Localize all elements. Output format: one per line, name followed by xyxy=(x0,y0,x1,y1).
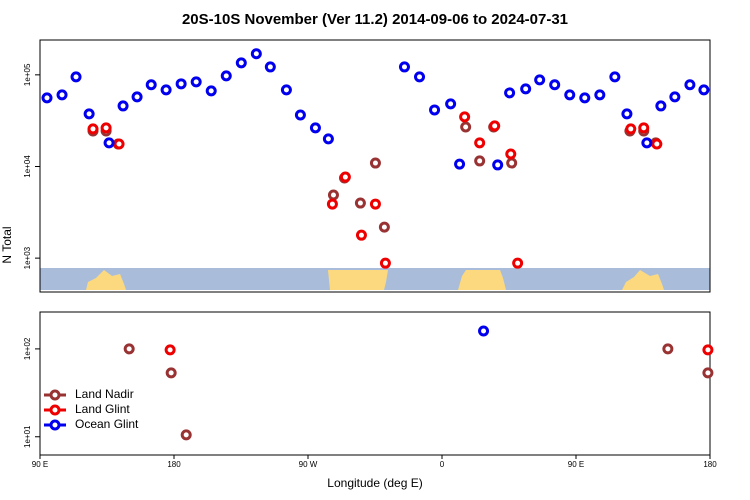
point xyxy=(205,85,217,97)
legend-marker xyxy=(49,419,61,431)
point xyxy=(638,122,650,134)
point xyxy=(327,189,339,201)
legend-label: Ocean Glint xyxy=(75,417,139,431)
point xyxy=(309,122,321,134)
point xyxy=(609,71,621,83)
point xyxy=(180,429,192,441)
point xyxy=(698,84,710,96)
point xyxy=(506,157,518,169)
point xyxy=(379,257,391,269)
point xyxy=(520,83,532,95)
point xyxy=(684,79,696,91)
point xyxy=(113,138,125,150)
point xyxy=(41,92,53,104)
chart-title: 20S-10S November (Ver 11.2) 2014-09-06 t… xyxy=(182,11,568,28)
point xyxy=(579,92,591,104)
point xyxy=(369,198,381,210)
point xyxy=(235,57,247,69)
x-tick-label: 0 xyxy=(440,460,445,469)
point xyxy=(460,121,472,133)
point xyxy=(164,344,176,356)
point xyxy=(594,89,606,101)
y-tick-label: 1e+02 xyxy=(23,337,32,360)
point xyxy=(326,198,338,210)
point xyxy=(662,343,674,355)
x-tick-label: 180 xyxy=(703,460,717,469)
point xyxy=(355,229,367,241)
point xyxy=(505,148,517,160)
y-tick-label: 1e+01 xyxy=(23,425,32,448)
land xyxy=(622,270,664,290)
point xyxy=(621,108,633,120)
point xyxy=(280,84,292,96)
y-tick-label: 1e+03 xyxy=(23,246,32,269)
point xyxy=(641,137,653,149)
point xyxy=(190,76,202,88)
point xyxy=(378,221,390,233)
point xyxy=(534,74,546,86)
point xyxy=(294,109,306,121)
point xyxy=(459,111,471,123)
point xyxy=(414,71,426,83)
point xyxy=(160,84,172,96)
point xyxy=(398,61,410,73)
point xyxy=(369,157,381,169)
point xyxy=(429,104,441,116)
point xyxy=(87,123,99,135)
point xyxy=(145,79,157,91)
point xyxy=(220,70,232,82)
land xyxy=(458,270,506,290)
point xyxy=(702,344,714,356)
land xyxy=(86,270,126,290)
legend-label: Land Nadir xyxy=(75,387,134,401)
y-tick-label: 1e+04 xyxy=(23,155,32,178)
bottom-frame xyxy=(39,311,711,456)
legend-label: Land Glint xyxy=(75,402,130,416)
point xyxy=(56,89,68,101)
point xyxy=(702,367,714,379)
point xyxy=(512,257,524,269)
point xyxy=(322,133,334,145)
point xyxy=(625,123,637,135)
y-tick-label: 1e+05 xyxy=(23,63,32,86)
x-axis-label: Longitude (deg E) xyxy=(327,476,422,490)
legend-marker xyxy=(49,404,61,416)
map-strip xyxy=(40,268,710,290)
point xyxy=(123,343,135,355)
point xyxy=(445,98,457,110)
point xyxy=(250,48,262,60)
point xyxy=(669,91,681,103)
point xyxy=(549,79,561,91)
y-axis-label: N Total xyxy=(0,226,14,263)
point xyxy=(264,61,276,73)
point xyxy=(564,89,576,101)
point xyxy=(70,71,82,83)
x-tick-label: 180 xyxy=(167,460,181,469)
point xyxy=(454,158,466,170)
point xyxy=(117,100,129,112)
point xyxy=(83,108,95,120)
land xyxy=(328,270,388,290)
point xyxy=(354,197,366,209)
point xyxy=(492,159,504,171)
x-tick-label: 90 E xyxy=(568,460,584,469)
point xyxy=(103,137,115,149)
legend-marker xyxy=(49,389,61,401)
point xyxy=(504,87,516,99)
point xyxy=(165,367,177,379)
point xyxy=(100,122,112,134)
point xyxy=(474,137,486,149)
point xyxy=(339,171,351,183)
point xyxy=(478,325,490,337)
point xyxy=(655,100,667,112)
point xyxy=(175,78,187,90)
point xyxy=(474,155,486,167)
point xyxy=(489,120,501,132)
x-tick-label: 90 E xyxy=(32,460,48,469)
x-tick-label: 90 W xyxy=(299,460,318,469)
point xyxy=(131,91,143,103)
point xyxy=(651,138,663,150)
